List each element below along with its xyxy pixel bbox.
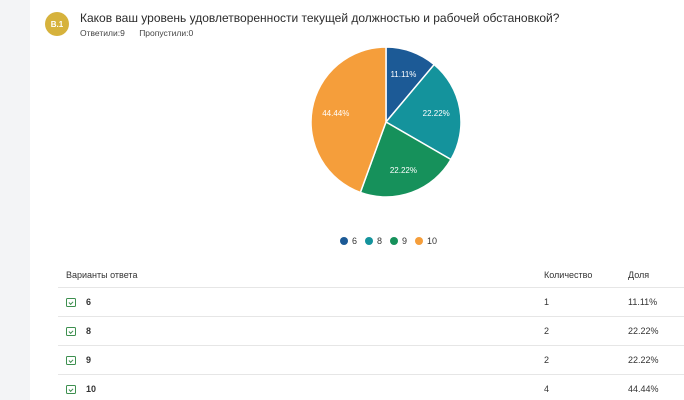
legend-item-10: 10 xyxy=(415,236,437,246)
header-count: Количество xyxy=(544,269,593,280)
legend-label: 8 xyxy=(377,236,383,246)
option-count: 4 xyxy=(544,384,550,394)
option-icon xyxy=(66,326,76,336)
table-row: 10 4 44.44% xyxy=(58,375,684,400)
header-options: Варианты ответа xyxy=(66,269,138,280)
skipped-count: Пропустили:0 xyxy=(139,28,194,38)
legend-swatch xyxy=(415,237,424,245)
pie-chart: 11.11% 22.22% 22.22% 44.44% xyxy=(310,46,462,198)
option-share: 11.11% xyxy=(628,297,658,307)
option-share: 22.22% xyxy=(628,326,659,336)
answered-count: Ответили:9 xyxy=(80,28,125,38)
answers-table: Варианты ответа Количество Доля 6 1 11.1… xyxy=(58,262,684,400)
pie-slice-8 xyxy=(384,63,462,161)
table-row: 8 2 22.22% xyxy=(58,317,684,346)
option-icon xyxy=(66,355,76,365)
option-icon xyxy=(66,384,76,394)
pie-slice-10 xyxy=(310,46,387,194)
table-row: 6 1 11.11% xyxy=(58,288,684,317)
legend-swatch xyxy=(365,237,374,245)
pie-label-8: 22.22% xyxy=(423,109,450,118)
legend-item-9: 9 xyxy=(390,236,407,246)
option-share: 22.22% xyxy=(628,355,659,365)
option-count: 1 xyxy=(544,297,550,307)
option-label: 10 xyxy=(86,384,97,394)
pie-slice-9 xyxy=(359,120,452,198)
chart-legend: 6 8 9 10 xyxy=(340,236,445,246)
option-label: 8 xyxy=(86,326,92,336)
pie-label-6: 11.11% xyxy=(390,70,416,79)
option-label: 9 xyxy=(86,355,92,365)
legend-item-6: 6 xyxy=(340,236,357,246)
option-share: 44.44% xyxy=(628,384,659,394)
legend-swatch xyxy=(390,237,399,245)
pie-label-9: 22.22% xyxy=(390,166,417,175)
legend-label: 10 xyxy=(427,236,438,246)
option-label: 6 xyxy=(86,297,92,307)
table-header: Варианты ответа Количество Доля xyxy=(58,262,684,288)
option-icon xyxy=(66,297,76,307)
header-share: Доля xyxy=(628,269,650,280)
legend-swatch xyxy=(340,237,348,245)
legend-label: 6 xyxy=(352,236,358,246)
question-title: Каков ваш уровень удовлетворенности теку… xyxy=(80,11,560,25)
response-stats: Ответили:9 Пропустили:0 xyxy=(80,28,193,38)
option-count: 2 xyxy=(544,326,550,336)
table-row: 9 2 22.22% xyxy=(58,346,684,375)
option-count: 2 xyxy=(544,355,550,365)
question-badge: В.1 xyxy=(45,12,69,36)
pie-label-10: 44.44% xyxy=(322,109,349,118)
legend-item-8: 8 xyxy=(365,236,382,246)
legend-label: 9 xyxy=(402,236,408,246)
